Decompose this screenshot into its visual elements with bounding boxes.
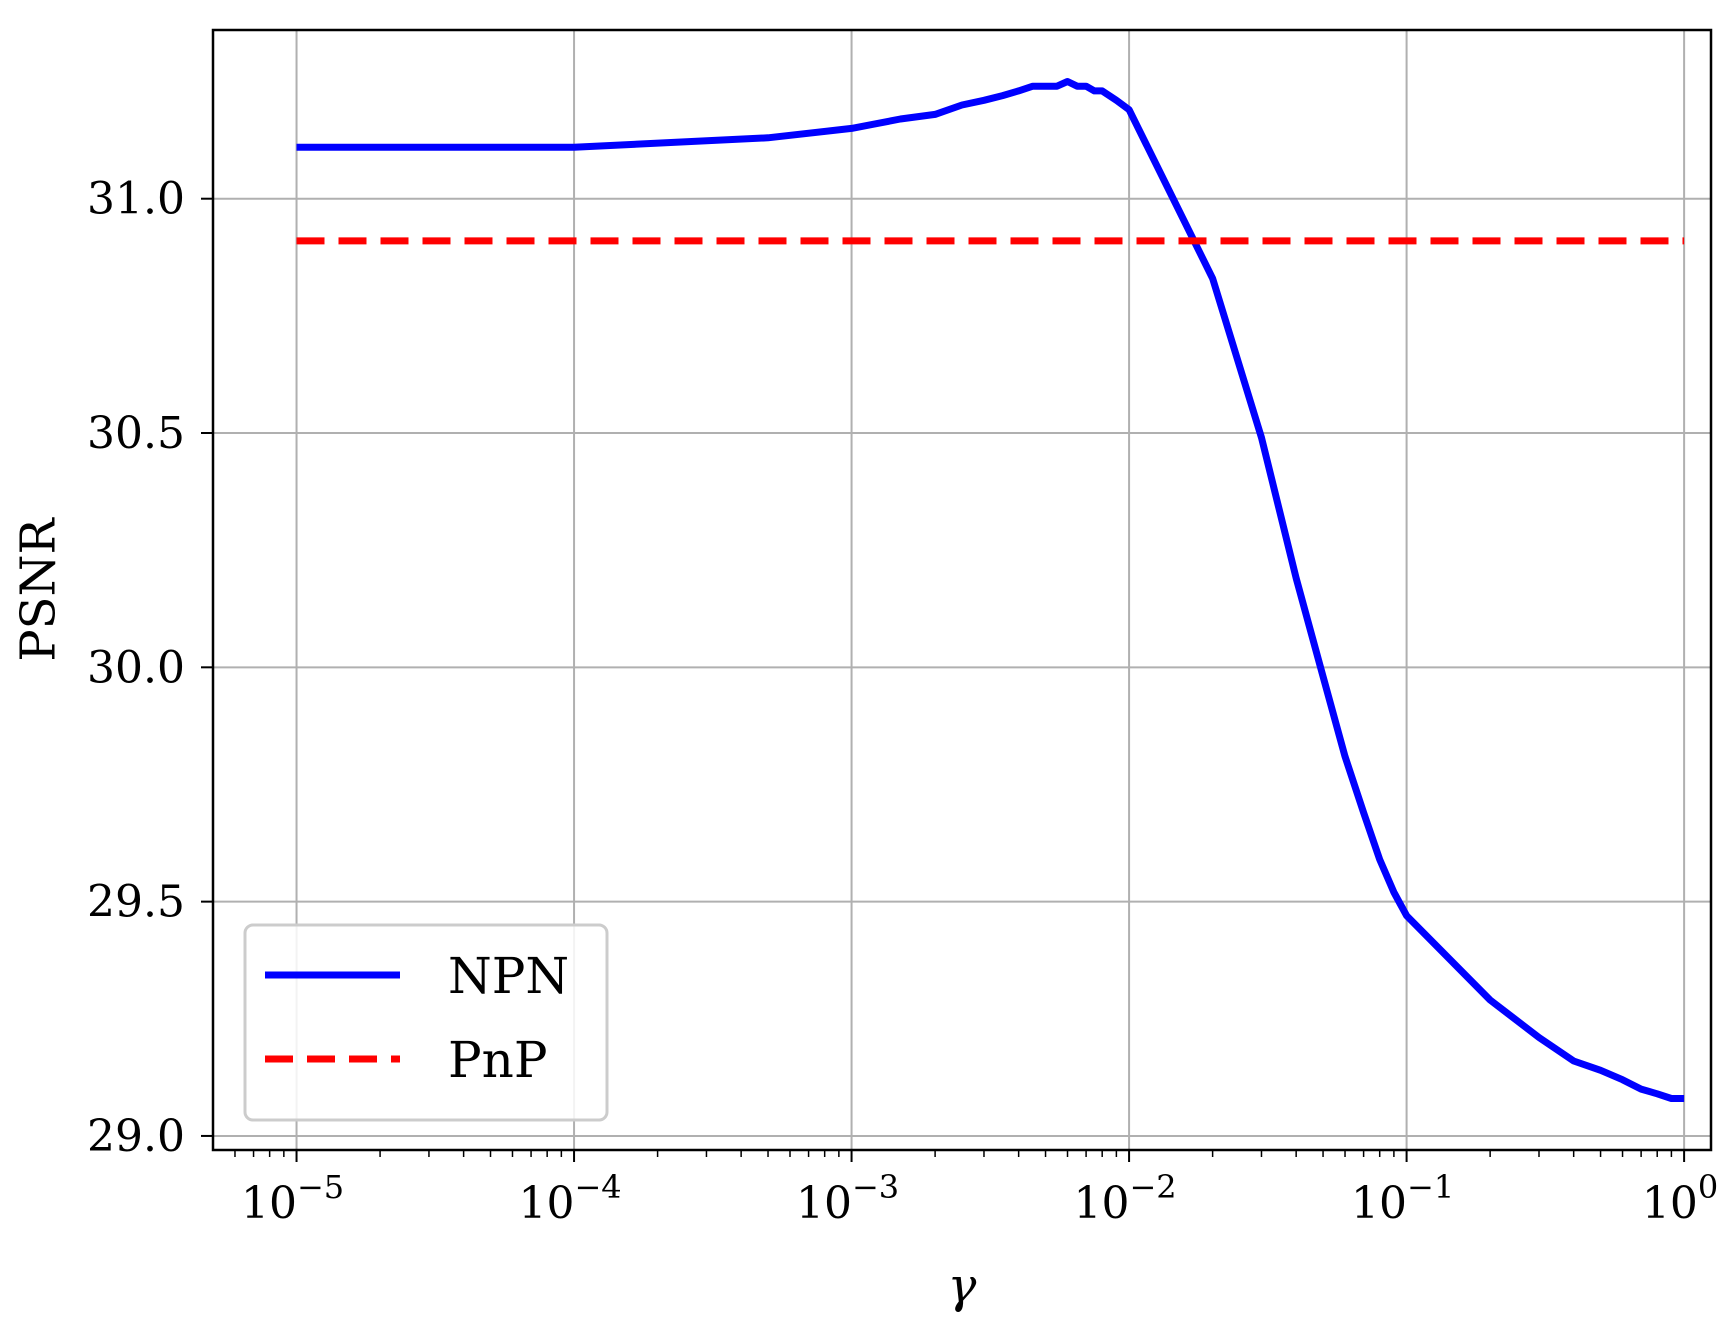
y-tick-label: 30.5 — [87, 408, 185, 459]
x-tick-label: 100 — [1642, 1168, 1718, 1229]
y-axis-label: PSNR — [11, 516, 67, 661]
y-tick-label: 29.5 — [87, 877, 185, 928]
x-axis-label: γ — [948, 1258, 977, 1314]
tick-labels: 10−5 10−4 10−3 10−2 10−1 100 29.0 29.5 30.0 30.5 3… — [87, 174, 1718, 1229]
x-tick-label: 10−1 — [1351, 1168, 1454, 1229]
legend-label-pnp: PnP — [448, 1031, 548, 1089]
grid-lines — [213, 30, 1711, 1150]
y-tick-label: 31.0 — [87, 174, 185, 225]
plot-frame — [211, 28, 1713, 1152]
legend: NPN PnP — [243, 923, 609, 1122]
series-layer — [296, 78, 1685, 1102]
x-tick-label: 10−5 — [241, 1168, 344, 1229]
x-tick-label: 10−2 — [1073, 1168, 1176, 1229]
y-tick-label: 29.0 — [87, 1111, 185, 1162]
y-tick-label: 30.0 — [87, 642, 185, 693]
series-line-npn — [296, 78, 1685, 1102]
x-tick-label: 10−4 — [518, 1168, 621, 1229]
x-tick-label: 10−3 — [796, 1168, 899, 1229]
legend-label-npn: NPN — [448, 947, 569, 1005]
